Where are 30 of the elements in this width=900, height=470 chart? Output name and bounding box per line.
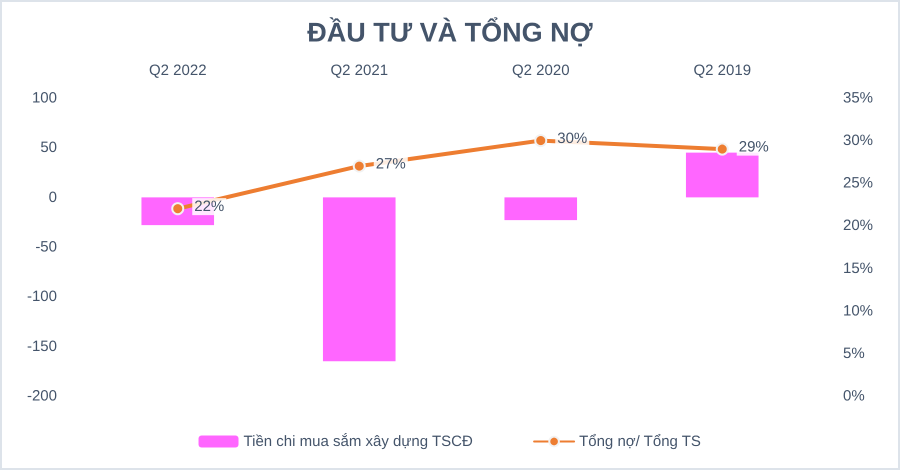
y-tick-label: 100 <box>32 90 57 106</box>
y2-tick-label: 10% <box>843 302 874 320</box>
y-tick-label: -200 <box>26 388 57 404</box>
data-label: 29% <box>738 138 769 156</box>
y2-tick-label: 35% <box>843 90 874 106</box>
x-tick-label: Q2 2021 <box>330 62 388 79</box>
y-tick-label: 0 <box>48 188 57 206</box>
y2-tick-label: 5% <box>843 344 865 362</box>
x-tick-label: Q2 2020 <box>512 62 570 79</box>
point <box>352 160 366 173</box>
x-tick-label: Q2 2022 <box>148 62 207 79</box>
chart-title: ĐẦU TƯ VÀ TỔNG NỢ <box>307 16 593 48</box>
y-tick-label: 50 <box>40 139 57 156</box>
point <box>171 202 184 216</box>
legend-label: Tổng nợ/ Tổng TS <box>579 433 701 450</box>
y2-tick-label: 20% <box>843 217 874 234</box>
data-label: 30% <box>557 130 588 148</box>
y-tick-label: -150 <box>26 338 57 355</box>
point <box>534 134 548 148</box>
legend-label: Tiền chi mua sắm xây dựng TSCĐ <box>244 432 473 450</box>
y2-tick-label: 15% <box>843 260 874 277</box>
y-tick-label: -50 <box>35 238 57 256</box>
y2-tick-label: 0% <box>843 388 865 404</box>
y2-tick-label: 30% <box>843 132 874 150</box>
data-label: 27% <box>376 156 406 173</box>
x-tick-label: Q2 2019 <box>693 62 752 79</box>
point <box>716 142 729 156</box>
y2-tick-label: 25% <box>843 174 874 192</box>
y-tick-label: -100 <box>26 288 57 306</box>
data-label: 22% <box>194 198 224 216</box>
